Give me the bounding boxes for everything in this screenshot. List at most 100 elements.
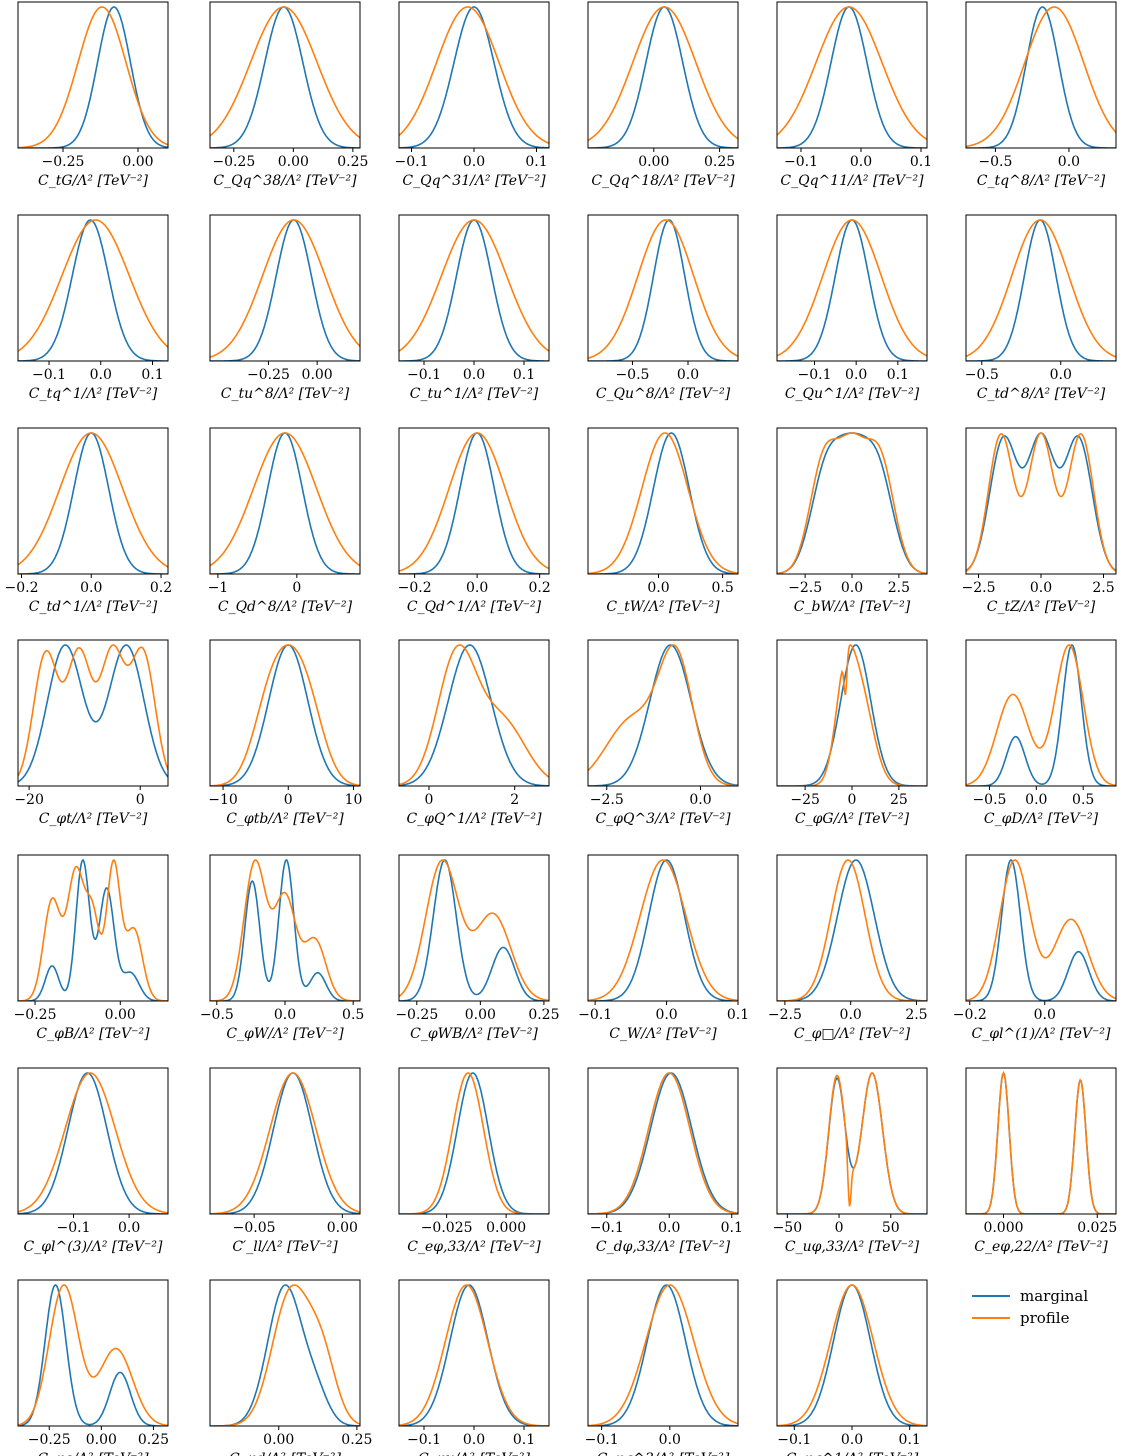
series-line-profile (18, 1072, 168, 1214)
x-tick-label: 2 (510, 792, 519, 808)
x-tick-label: 0.0 (463, 367, 485, 383)
x-axis-label: C_φW/Λ² [TeV⁻²] (226, 1026, 344, 1042)
x-axis-label: C_td^8/Λ² [TeV⁻²] (977, 386, 1106, 402)
series-line-marginal (399, 219, 549, 361)
x-axis-label: C_tW/Λ² [TeV⁻²] (606, 599, 720, 615)
series-line-marginal (777, 1072, 927, 1214)
x-tick-label: −0.1 (784, 154, 818, 170)
series-line-marginal (210, 644, 360, 786)
density-panel: −0.1 0.0 0.1 C_Qq^11/Λ² [TeV⁻²] (776, 1, 932, 189)
panel-frame (398, 854, 550, 1002)
series-line-profile (399, 1072, 549, 1214)
density-panel: −0.2 0.0 0.2 C_td^1/Λ² [TeV⁻²] (4, 427, 172, 615)
x-tick-label: 0.0 (1050, 367, 1072, 383)
density-panel: −2.5 0.0 2.5 C_tZ/Λ² [TeV⁻²] (962, 427, 1117, 615)
panel-frame (398, 1, 550, 149)
series-line-profile (210, 432, 360, 567)
panel-frame (965, 1, 1117, 149)
x-axis-label: C_φB/Λ² [TeV⁻²] (36, 1026, 150, 1042)
series-line-marginal (588, 6, 738, 148)
series-line-marginal (588, 1284, 738, 1426)
series-line-profile (18, 644, 168, 777)
x-tick-label: 0.1 (887, 367, 909, 383)
x-tick-label: −0.025 (421, 1220, 473, 1236)
x-tick-label: 0.00 (302, 367, 333, 383)
series-line-marginal (18, 432, 168, 574)
x-axis-label: C_φ□/Λ² [TeV⁻²] (794, 1026, 911, 1042)
x-tick-label: −0.5 (972, 792, 1006, 808)
x-tick-label: −2.5 (788, 580, 822, 596)
panel-frame (965, 854, 1117, 1002)
x-tick-label: 0 (425, 792, 434, 808)
series-line-profile (588, 1284, 738, 1426)
legend: marginal profile (972, 1285, 1122, 1329)
x-tick-label: 0.1 (727, 1007, 749, 1023)
series-line-profile (399, 1284, 549, 1426)
x-tick-label: 0.25 (704, 154, 735, 170)
panel-frame (209, 427, 361, 575)
series-line-profile (210, 644, 360, 786)
series-line-marginal (399, 6, 549, 148)
x-tick-label: 0.00 (263, 1432, 294, 1448)
x-tick-label: 0.00 (327, 1220, 358, 1236)
density-panel: −0.5 0.0 C_Qu^8/Λ² [TeV⁻²] (587, 214, 739, 402)
x-tick-label: 0.0 (850, 154, 872, 170)
x-axis-label: C_Qq^18/Λ² [TeV⁻²] (591, 173, 735, 189)
density-panel: 0.0 0.5 C_tW/Λ² [TeV⁻²] (587, 427, 739, 615)
series-line-marginal (966, 6, 1116, 148)
density-panel: −50 0 50 C_uφ,33/Λ² [TeV⁻²] (773, 1067, 928, 1255)
x-axis-label: C_Qd^8/Λ² [TeV⁻²] (218, 599, 353, 615)
x-tick-label: −2.5 (590, 792, 624, 808)
panel-frame (398, 427, 550, 575)
panel-frame (587, 427, 739, 575)
series-line-marginal (399, 432, 549, 574)
panel-frame (398, 1279, 550, 1427)
x-axis-label: C_φd/Λ² [TeV⁻²] (229, 1451, 341, 1456)
x-tick-label: 0.000 (486, 1220, 526, 1236)
x-tick-label: 2.5 (888, 580, 910, 596)
density-panel: −0.1 0.0 0.1 C_tq^1/Λ² [TeV⁻²] (17, 214, 169, 402)
series-line-profile (588, 859, 738, 1001)
x-tick-label: 0.5 (342, 1007, 364, 1023)
panel-frame (209, 1279, 361, 1427)
x-tick-label: 0.0 (1034, 1007, 1056, 1023)
x-tick-label: 0.1 (910, 154, 932, 170)
series-line-marginal (18, 1072, 168, 1214)
series-line-marginal (210, 432, 360, 574)
panel-frame (587, 854, 739, 1002)
series-line-marginal (777, 859, 927, 1001)
x-axis-label: C_φQ^1/Λ² [TeV⁻²] (406, 811, 542, 827)
density-panel: −2.5 0.0 C_φQ^3/Λ² [TeV⁻²] (587, 639, 739, 827)
x-tick-label: 0.5 (711, 580, 733, 596)
density-panel: −0.5 0.0 C_td^8/Λ² [TeV⁻²] (965, 214, 1117, 402)
x-tick-label: −2.5 (962, 580, 996, 596)
density-panel: −0.1 0.0 0.1 C_φq^1/Λ² [TeV⁻²] (776, 1279, 928, 1456)
x-tick-label: −0.05 (233, 1220, 276, 1236)
x-tick-label: 0.2 (150, 580, 172, 596)
x-tick-label: 0.0 (274, 1007, 296, 1023)
x-tick-label: −0.5 (965, 367, 999, 383)
series-line-profile (966, 6, 1116, 148)
x-axis-label: C_Qu^8/Λ² [TeV⁻²] (596, 386, 731, 402)
series-line-profile (966, 859, 1116, 1001)
panel-frame (776, 1279, 928, 1427)
series-line-profile (966, 644, 1116, 786)
x-tick-label: −0.1 (407, 367, 441, 383)
series-line-profile (399, 859, 549, 1001)
series-line-marginal (210, 859, 360, 1001)
x-axis-label: C_tq^1/Λ² [TeV⁻²] (29, 386, 158, 402)
x-tick-label: −0.5 (615, 367, 649, 383)
density-panel: 0.00 0.25C_φd/Λ² [TeV⁻²] (209, 1279, 372, 1456)
legend-item-marginal: marginal (972, 1285, 1122, 1307)
x-tick-label: 0.0 (647, 580, 669, 596)
panel-frame (776, 854, 928, 1002)
x-axis-label: C_φD/Λ² [TeV⁻²] (984, 811, 1099, 827)
density-panel: −0.1 0.0 0.1 C_W/Λ² [TeV⁻²] (578, 854, 749, 1042)
series-line-profile (588, 432, 738, 574)
x-tick-label: −0.25 (14, 1007, 57, 1023)
panel-frame (17, 1, 169, 149)
x-axis-label: C_tu^1/Λ² [TeV⁻²] (410, 386, 539, 402)
x-tick-label: 0.0 (466, 580, 488, 596)
series-line-profile (399, 219, 549, 352)
panel-frame (587, 1067, 739, 1215)
